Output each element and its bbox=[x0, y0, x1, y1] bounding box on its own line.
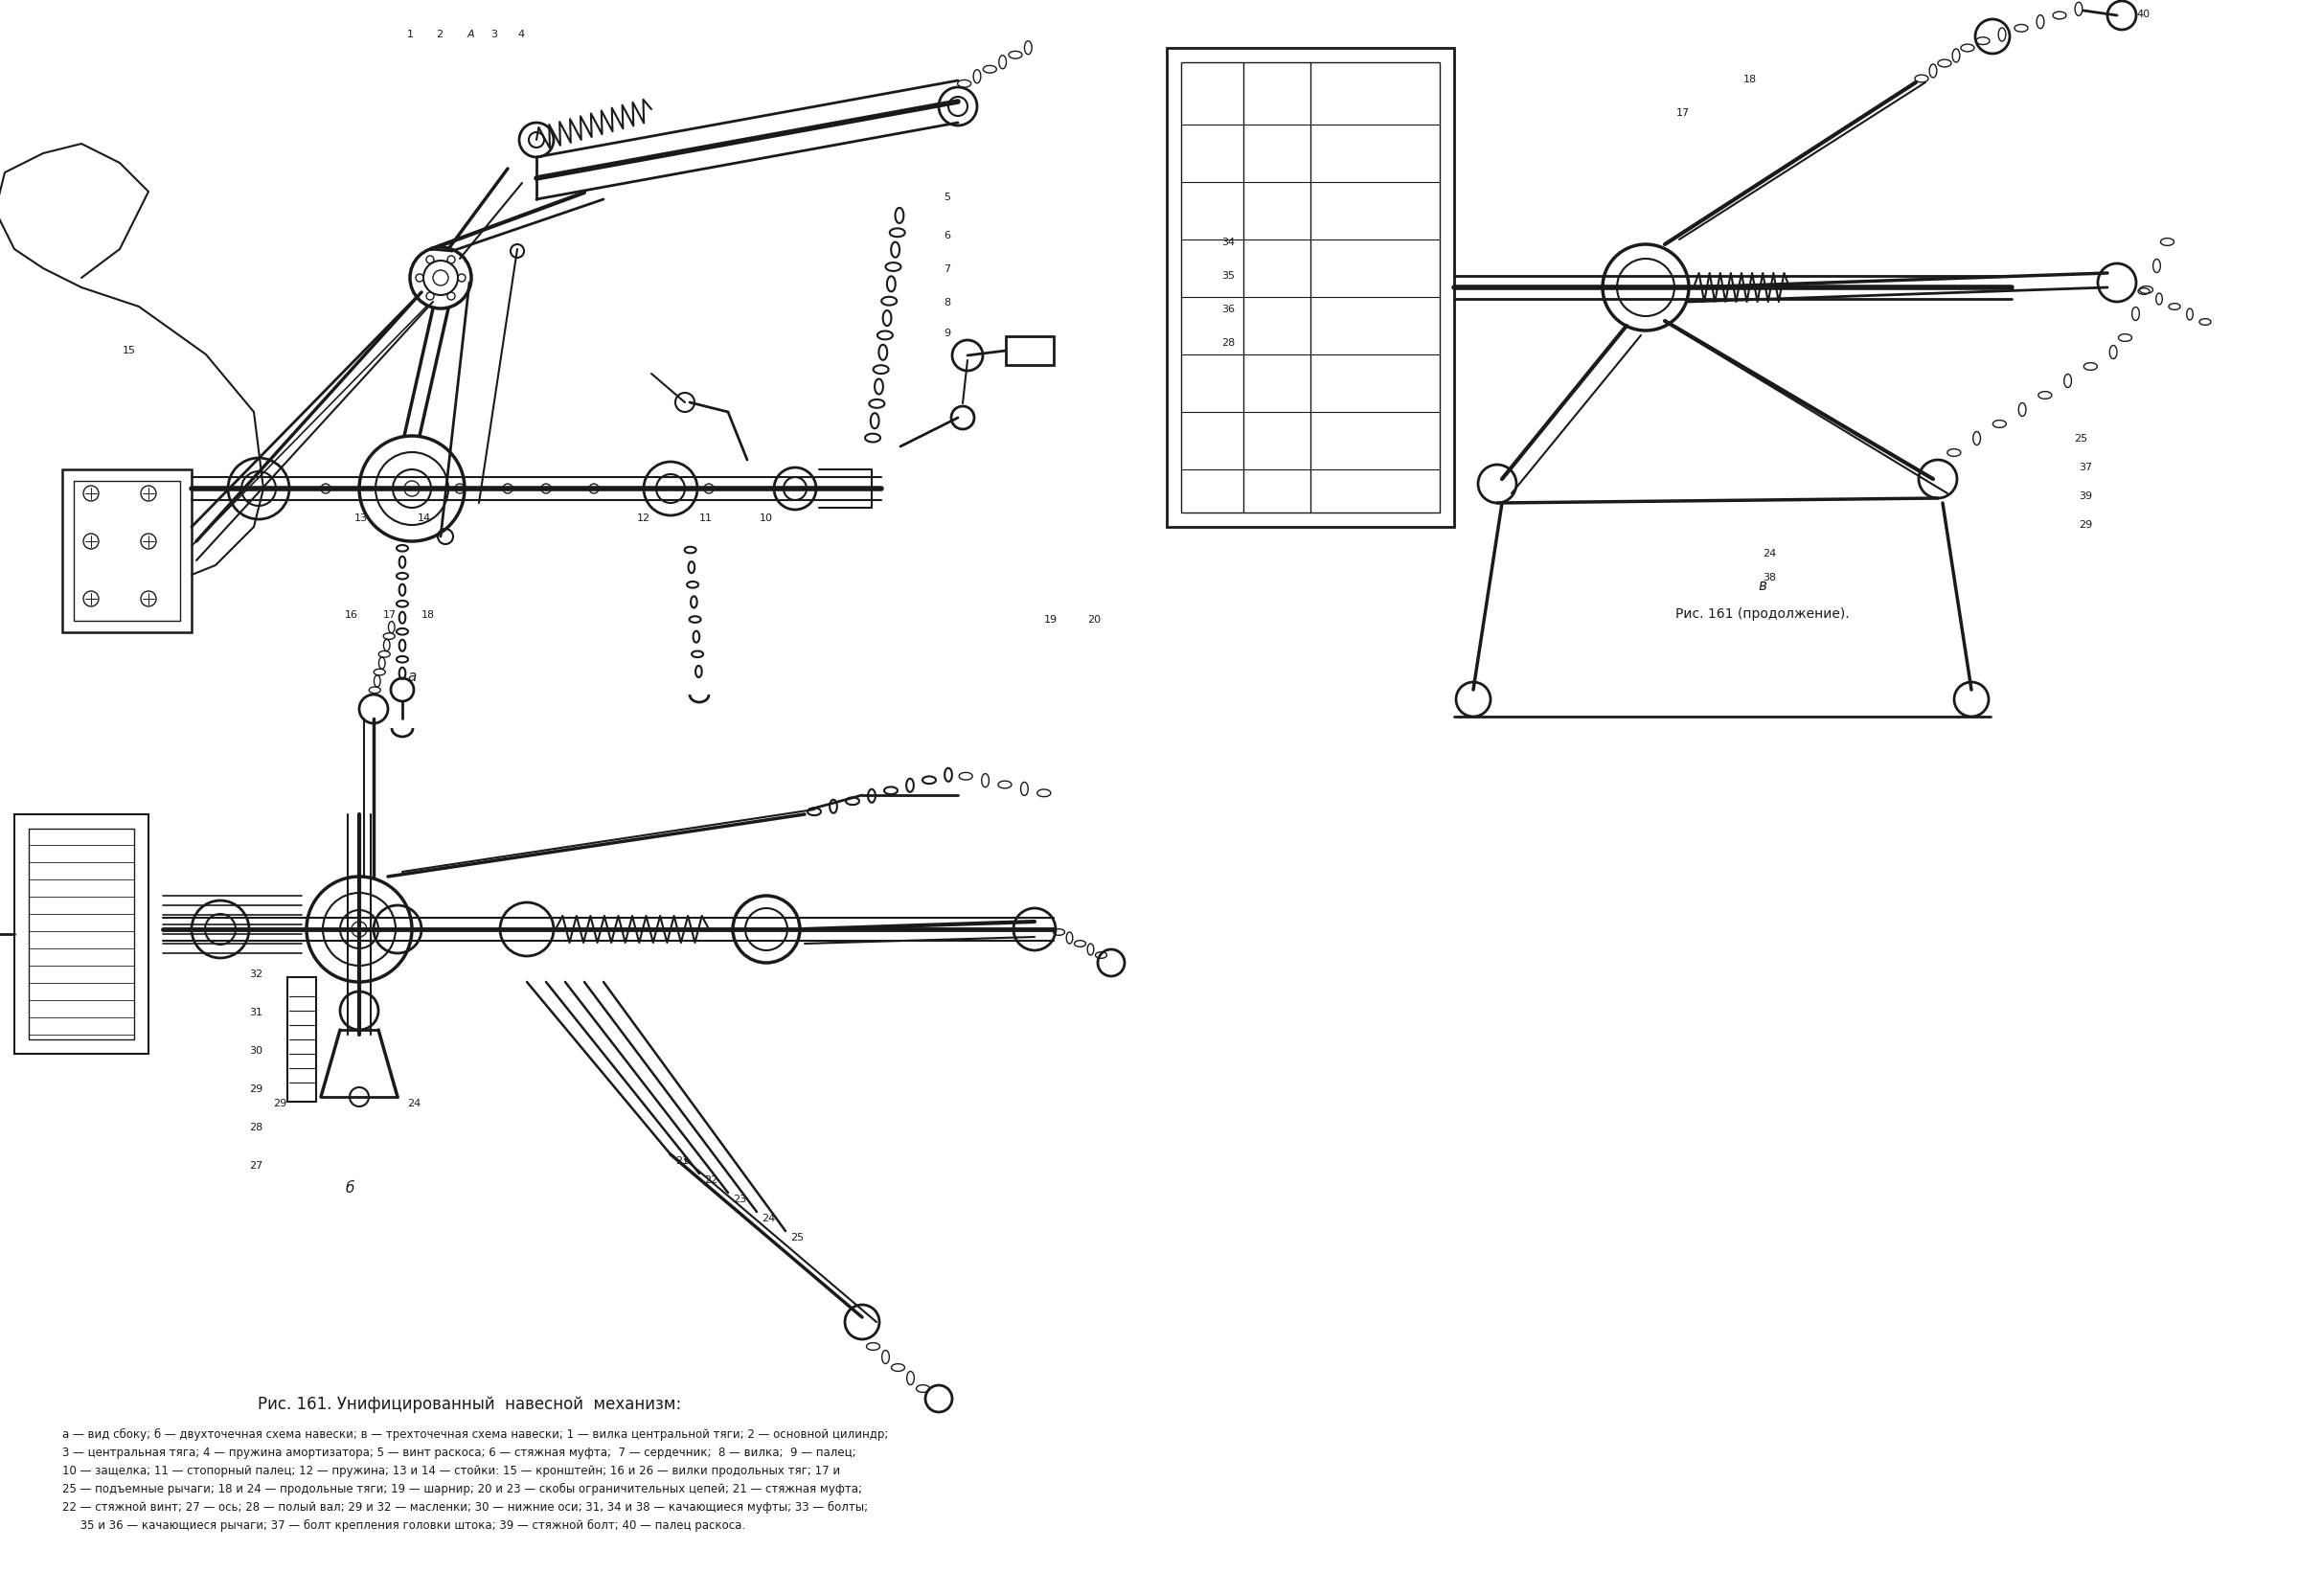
Text: а — вид сбоку; б — двухточечная схема навески; в — трехточечная схема навески; 1: а — вид сбоку; б — двухточечная схема на… bbox=[62, 1428, 887, 1441]
Text: 36: 36 bbox=[1221, 305, 1235, 314]
Text: 25: 25 bbox=[791, 1234, 805, 1243]
Text: 12: 12 bbox=[637, 514, 651, 523]
Text: 23: 23 bbox=[733, 1194, 747, 1205]
Text: 24: 24 bbox=[1763, 549, 1777, 559]
Text: б: б bbox=[345, 1181, 354, 1195]
Text: Рис. 161 (продолжение).: Рис. 161 (продолжение). bbox=[1676, 608, 1851, 621]
Text: 1: 1 bbox=[407, 30, 414, 40]
Text: 30: 30 bbox=[248, 1045, 262, 1055]
Text: 37: 37 bbox=[2078, 463, 2092, 472]
Text: а: а bbox=[407, 669, 416, 683]
Text: 24: 24 bbox=[761, 1215, 775, 1224]
Text: 7: 7 bbox=[943, 265, 949, 275]
Text: 22: 22 bbox=[703, 1175, 717, 1184]
Bar bbox=[1182, 62, 1439, 512]
Text: 6: 6 bbox=[943, 231, 949, 241]
Text: 28: 28 bbox=[248, 1122, 262, 1132]
Bar bbox=[1168, 48, 1455, 527]
Text: A: A bbox=[467, 30, 476, 40]
Text: 3: 3 bbox=[490, 30, 497, 40]
Text: 27: 27 bbox=[248, 1160, 262, 1170]
Text: 15: 15 bbox=[122, 346, 136, 356]
Text: 34: 34 bbox=[1221, 238, 1235, 247]
Text: 35 и 36 — качающиеся рычаги; 37 — болт крепления головки штока; 39 — стяжной бол: 35 и 36 — качающиеся рычаги; 37 — болт к… bbox=[62, 1519, 745, 1532]
Bar bbox=[28, 828, 133, 1039]
Text: 31: 31 bbox=[248, 1007, 262, 1017]
Text: 35: 35 bbox=[1221, 271, 1235, 281]
Text: 10: 10 bbox=[759, 514, 772, 523]
Text: 18: 18 bbox=[1743, 75, 1756, 85]
Text: 29: 29 bbox=[248, 1084, 262, 1093]
Text: 18: 18 bbox=[421, 610, 435, 619]
Text: 17: 17 bbox=[384, 610, 398, 619]
Text: 13: 13 bbox=[354, 514, 368, 523]
Text: 17: 17 bbox=[1676, 109, 1690, 118]
Text: 32: 32 bbox=[248, 969, 262, 978]
Text: 16: 16 bbox=[345, 610, 359, 619]
Text: 3 — центральная тяга; 4 — пружина амортизатора; 5 — винт раскоса; 6 — стяжная му: 3 — центральная тяга; 4 — пружина аморти… bbox=[62, 1446, 855, 1459]
Text: 29: 29 bbox=[2078, 520, 2092, 530]
Text: 39: 39 bbox=[2078, 492, 2092, 501]
Text: 19: 19 bbox=[1044, 614, 1058, 624]
Text: 8: 8 bbox=[943, 298, 949, 308]
Text: 4: 4 bbox=[517, 30, 524, 40]
Text: 25 — подъемные рычаги; 18 и 24 — продольные тяги; 19 — шарнир; 20 и 23 — скобы о: 25 — подъемные рычаги; 18 и 24 — продоль… bbox=[62, 1483, 862, 1495]
Text: 21: 21 bbox=[676, 1156, 690, 1165]
Bar bbox=[287, 977, 317, 1101]
Bar bbox=[1007, 337, 1053, 365]
Text: в: в bbox=[1759, 578, 1768, 592]
Text: 38: 38 bbox=[1763, 573, 1777, 583]
Text: 5: 5 bbox=[943, 193, 949, 203]
Text: 29: 29 bbox=[274, 1098, 287, 1108]
Bar bbox=[14, 814, 149, 1053]
Text: 11: 11 bbox=[699, 514, 713, 523]
Text: 14: 14 bbox=[418, 514, 432, 523]
Text: Рис. 161. Унифицированный  навесной  механизм:: Рис. 161. Унифицированный навесной механ… bbox=[257, 1396, 681, 1412]
Text: 9: 9 bbox=[943, 329, 949, 338]
Bar bbox=[62, 469, 191, 632]
Bar bbox=[74, 480, 179, 621]
Text: 25: 25 bbox=[2074, 434, 2087, 444]
Text: 2: 2 bbox=[437, 30, 444, 40]
Text: 28: 28 bbox=[1221, 338, 1235, 348]
Text: 40: 40 bbox=[2136, 10, 2150, 19]
Text: 10 — защелка; 11 — стопорный палец; 12 — пружина; 13 и 14 — стойки: 15 — кронште: 10 — защелка; 11 — стопорный палец; 12 —… bbox=[62, 1465, 839, 1478]
Text: 24: 24 bbox=[407, 1098, 421, 1108]
Text: 20: 20 bbox=[1087, 614, 1101, 624]
Text: 22 — стяжной винт; 27 — ось; 28 — полый вал; 29 и 32 — масленки; 30 — нижние оси: 22 — стяжной винт; 27 — ось; 28 — полый … bbox=[62, 1502, 869, 1513]
